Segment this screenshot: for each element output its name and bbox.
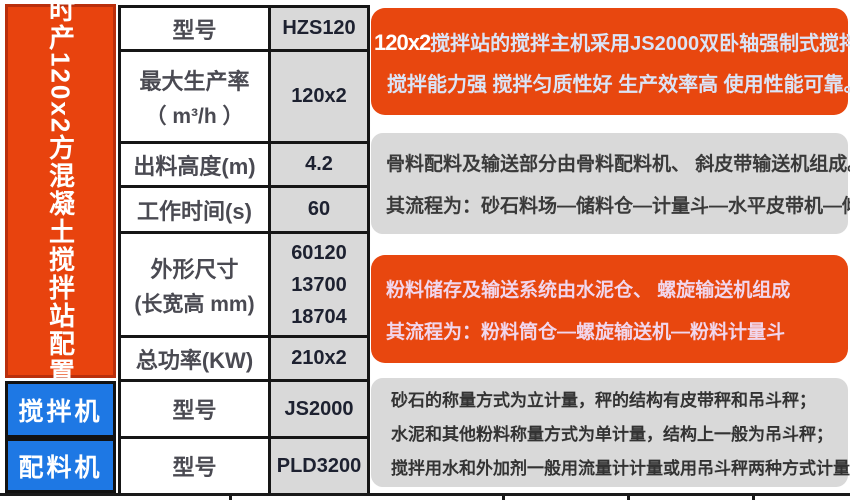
weighing-desc-line2: 水泥和其他粉料称量方式为单计量，结构上一般为吊斗秤； [391, 425, 833, 444]
table-edge-tick [752, 493, 755, 500]
vertical-title-banner: 时产120x2方混凝土搅拌站配置 [5, 0, 116, 386]
table-row: 工作时间(s) 60 [118, 185, 370, 234]
mixer-desc-line1: 120x2搅拌站的搅拌主机采用JS2000双卧轴强制式搅拌机 [374, 27, 850, 56]
label-unit: （ m³/h ） [145, 104, 244, 128]
aggregate-desc-line1: 骨料配料及输送部分由骨料配料机、 斜皮带输送机组成。 [386, 154, 850, 175]
table-row: 总功率(KW) 210x2 [118, 335, 370, 382]
page-title: 时产120x2方混凝土搅拌站配置 [45, 0, 76, 387]
spec-value-cycle-time: 60 [268, 185, 370, 234]
table-row: 出料高度(m) 4.2 [118, 141, 370, 188]
spec-value-discharge-height: 4.2 [268, 141, 370, 188]
spec-label-total-power: 总功率(KW) [118, 335, 271, 382]
table-edge-tick [502, 493, 505, 500]
mixer-desc-line2: 搅拌能力强 搅拌匀质性好 生产效率高 使用性能可靠。 [387, 73, 850, 96]
table-row: 型号 HZS120 [118, 5, 370, 52]
powder-desc-line1: 粉料储存及输送系统由水泥仓、 螺旋输送机组成 [386, 279, 791, 301]
weighing-desc-line3: 搅拌用水和外加剂一般用流量计计量或用吊斗秤两种方式计量。 [391, 459, 850, 478]
table-row: 最大生产率 （ m³/h ） 120x2 [118, 49, 370, 144]
spec-value-batcher-model: PLD3200 [268, 436, 370, 496]
spec-label-mixer-model: 型号 [118, 379, 271, 439]
weighing-desc-line1: 砂石的称量方式为立计量，秤的结构有皮带秤和吊斗秤； [391, 391, 816, 410]
label-line: 最大生产率 [139, 68, 250, 94]
table-edge-tick [627, 493, 630, 500]
group-label-mixer: 搅拌机 [18, 397, 103, 426]
dimension-width: 13700 [291, 273, 347, 296]
powder-flow-line: 其流程为：粉料筒仓—螺旋输送机—粉料计量斗 [386, 321, 786, 343]
table-row: 型号 PLD3200 [118, 436, 370, 496]
group-cell-batcher: 配料机 [5, 438, 116, 493]
dimension-height: 18704 [291, 305, 347, 328]
group-cell-mixer: 搅拌机 [5, 381, 116, 438]
spec-label-dimensions: 外形尺寸 (长宽高 mm) [118, 231, 271, 338]
spec-value-max-productivity: 120x2 [268, 49, 370, 144]
info-box-powder-system: 粉料储存及输送系统由水泥仓、 螺旋输送机组成 其流程为：粉料筒仓—螺旋输送机—粉… [371, 255, 848, 363]
info-box-mixer-description: 120x2搅拌站的搅拌主机采用JS2000双卧轴强制式搅拌机 搅拌能力强 搅拌匀… [371, 8, 850, 115]
spec-label-model: 型号 [118, 5, 271, 52]
label-unit: (长宽高 mm) [134, 292, 255, 316]
bottom-table-edge [0, 493, 850, 496]
spec-label-batcher-model: 型号 [118, 436, 271, 496]
spec-value-mixer-model: JS2000 [268, 379, 370, 439]
table-edge-tick [229, 493, 232, 500]
table-row: 型号 JS2000 [118, 379, 370, 439]
aggregate-flow-line: 其流程为：砂石料场—储料仓—计量斗—水平皮带机—倾斜到带机 [386, 196, 850, 217]
capacity-highlight: 120x2 [374, 29, 431, 55]
table-row: 外形尺寸 (长宽高 mm) 60120 13700 18704 [118, 231, 370, 338]
group-label-batcher: 配料机 [18, 453, 103, 482]
info-box-weighing-system: 砂石的称量方式为立计量，秤的结构有皮带秤和吊斗秤； 水泥和其他粉料称量方式为单计… [371, 378, 850, 487]
dimension-length: 60120 [291, 241, 347, 264]
spec-table: 型号 HZS120 最大生产率 （ m³/h ） 120x2 出料高度(m) 4… [118, 5, 370, 496]
mixer-desc-line1-text: 搅拌站的搅拌主机采用JS2000双卧轴强制式搅拌机 [430, 32, 850, 55]
spec-value-dimensions: 60120 13700 18704 [268, 231, 370, 338]
label-line: 外形尺寸 [150, 256, 239, 282]
info-box-aggregate-system: 骨料配料及输送部分由骨料配料机、 斜皮带输送机组成。 其流程为：砂石料场—储料仓… [371, 133, 850, 234]
spec-label-max-productivity: 最大生产率 （ m³/h ） [118, 49, 271, 144]
spec-label-discharge-height: 出料高度(m) [118, 141, 271, 188]
spec-label-cycle-time: 工作时间(s) [118, 185, 271, 234]
spec-value-model: HZS120 [268, 5, 370, 52]
spec-value-total-power: 210x2 [268, 335, 370, 382]
